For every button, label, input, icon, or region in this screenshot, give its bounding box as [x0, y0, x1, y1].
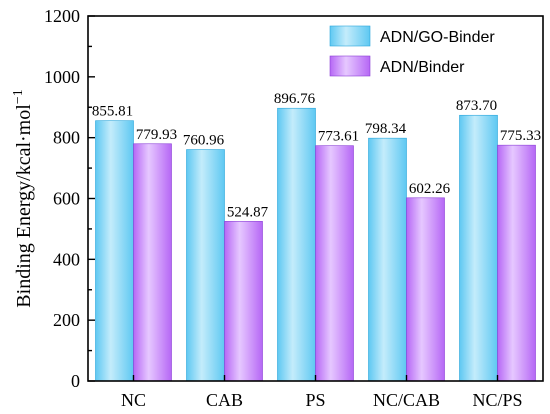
data-label-ps-series-1: 773.61 — [318, 129, 359, 145]
data-label-nc-series-1: 779.93 — [136, 127, 177, 143]
axes-layer: 0 200 400 600 800 1000 1200 NC CAB PS NC/CAB NC/PS B… — [11, 6, 544, 410]
bar-ps-series-0 — [277, 107, 316, 382]
y-tick-label: 1200 — [44, 6, 80, 26]
legend-swatch-series-0 — [329, 25, 371, 47]
data-label-nc-ps-series-0: 873.70 — [456, 98, 497, 114]
y-tick-label: 400 — [53, 249, 80, 269]
y-tick-label: 800 — [53, 128, 80, 148]
x-tick-label-ps: PS — [305, 390, 325, 410]
bar-nc-ps-series-1 — [497, 144, 536, 382]
bar-nc-series-1 — [133, 143, 172, 382]
data-label-nc-series-0: 855.81 — [92, 104, 133, 120]
bar-nc-ps-series-0 — [459, 114, 498, 382]
bars-layer — [95, 107, 536, 382]
x-tick-label-nc: NC — [121, 390, 146, 410]
bar-cab-series-1 — [224, 221, 263, 382]
bar-nc-cab-series-1 — [406, 197, 445, 382]
data-label-nc-ps-series-1: 775.33 — [500, 128, 541, 144]
y-axis-title: Binding Energy/kcal·mol−1 — [11, 89, 35, 307]
legend-label-series-1: ADN/Binder — [380, 59, 465, 76]
data-label-nc-cab-series-0: 798.34 — [365, 121, 407, 137]
x-tick-label-cab: CAB — [206, 390, 243, 410]
x-tick-label-nc-cab: NC/CAB — [373, 390, 440, 410]
x-tick-label-nc-ps: NC/PS — [472, 390, 522, 410]
legend-label-series-0: ADN/GO-Binder — [380, 29, 495, 46]
y-tick-label: 200 — [53, 310, 80, 330]
data-label-ps-series-0: 896.76 — [274, 91, 316, 107]
legend: ADN/GO-Binder ADN/Binder — [329, 25, 495, 77]
bar-nc-cab-series-0 — [368, 137, 407, 382]
y-tick-label: 600 — [53, 189, 80, 209]
y-tick-label: 0 — [71, 371, 80, 391]
legend-swatch-series-1 — [329, 55, 371, 77]
data-label-nc-cab-series-1: 602.26 — [409, 181, 451, 197]
data-label-cab-series-0: 760.96 — [183, 133, 225, 149]
bar-ps-series-1 — [315, 145, 354, 382]
bar-nc-series-0 — [95, 120, 134, 382]
data-label-cab-series-1: 524.87 — [227, 204, 269, 220]
bar-cab-series-0 — [186, 149, 225, 382]
y-tick-label: 1000 — [44, 67, 80, 87]
